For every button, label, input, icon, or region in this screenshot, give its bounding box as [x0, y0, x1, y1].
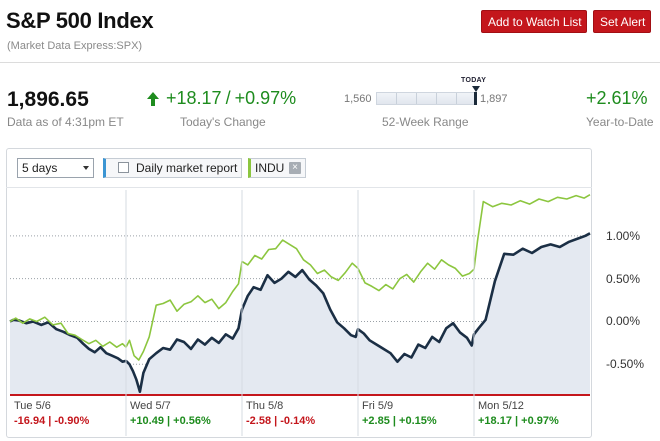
- day-change: -2.58 | -0.14%: [246, 415, 316, 427]
- chart-panel: [6, 148, 592, 438]
- day-change: +18.17 | +0.97%: [478, 415, 559, 427]
- as-of-time: Data as of 4:31pm ET: [7, 115, 124, 129]
- range-today-marker: [472, 86, 480, 92]
- range-low: 1,560: [344, 93, 372, 105]
- daily-market-report-label: Daily market report: [136, 161, 238, 175]
- close-icon[interactable]: ×: [289, 162, 301, 174]
- y-tick-label: 1.00%: [606, 228, 641, 243]
- header-divider: [0, 62, 660, 63]
- 52-week-range-bar: [376, 92, 477, 105]
- last-price: 1,896.65: [7, 88, 89, 111]
- daily-market-report-checkbox[interactable]: [118, 162, 129, 173]
- comparison-label: INDU: [255, 161, 285, 175]
- period-select[interactable]: 5 days: [17, 158, 94, 178]
- change-percent: +0.97%: [234, 88, 297, 108]
- day-label: Thu 5/8: [246, 400, 284, 412]
- day-change: -16.94 | -0.90%: [14, 415, 90, 427]
- chevron-down-icon: [83, 166, 89, 170]
- todays-change: +18.17 / +0.97%: [146, 88, 296, 109]
- todays-change-label: Today's Change: [180, 115, 266, 129]
- day-label: Wed 5/7: [130, 400, 171, 412]
- year-to-date-value: +2.61%: [586, 88, 648, 108]
- chart-toolbar: [6, 148, 592, 188]
- change-points: +18.17: [166, 88, 222, 108]
- arrow-up-icon: [147, 91, 159, 106]
- range-high: 1,897: [480, 93, 508, 105]
- year-to-date-label: Year-to-Date: [586, 115, 654, 129]
- 52-week-range-label: 52-Week Range: [382, 115, 469, 129]
- day-change: +10.49 | +0.56%: [130, 415, 211, 427]
- add-to-watch-list-button[interactable]: Add to Watch List: [481, 10, 587, 33]
- day-label: Fri 5/9: [362, 400, 394, 412]
- daily-market-report-toggle[interactable]: Daily market report: [103, 158, 242, 178]
- day-label: Tue 5/6: [14, 400, 51, 412]
- range-today-label: TODAY: [461, 77, 487, 84]
- y-tick-label: 0.50%: [606, 271, 641, 286]
- period-select-value: 5 days: [22, 161, 58, 175]
- y-tick-label: -0.50%: [606, 357, 645, 372]
- ticker-subtitle: (Market Data Express:SPX): [7, 40, 143, 52]
- comparison-chip-indu[interactable]: INDU ×: [248, 158, 306, 178]
- range-current-indicator: [474, 92, 477, 105]
- set-alert-button[interactable]: Set Alert: [593, 10, 651, 33]
- change-separator: /: [225, 88, 231, 108]
- day-label: Mon 5/12: [478, 400, 524, 412]
- day-change: +2.85 | +0.15%: [362, 415, 437, 427]
- page-title: S&P 500 Index: [6, 8, 154, 33]
- y-tick-label: 0.00%: [606, 314, 641, 329]
